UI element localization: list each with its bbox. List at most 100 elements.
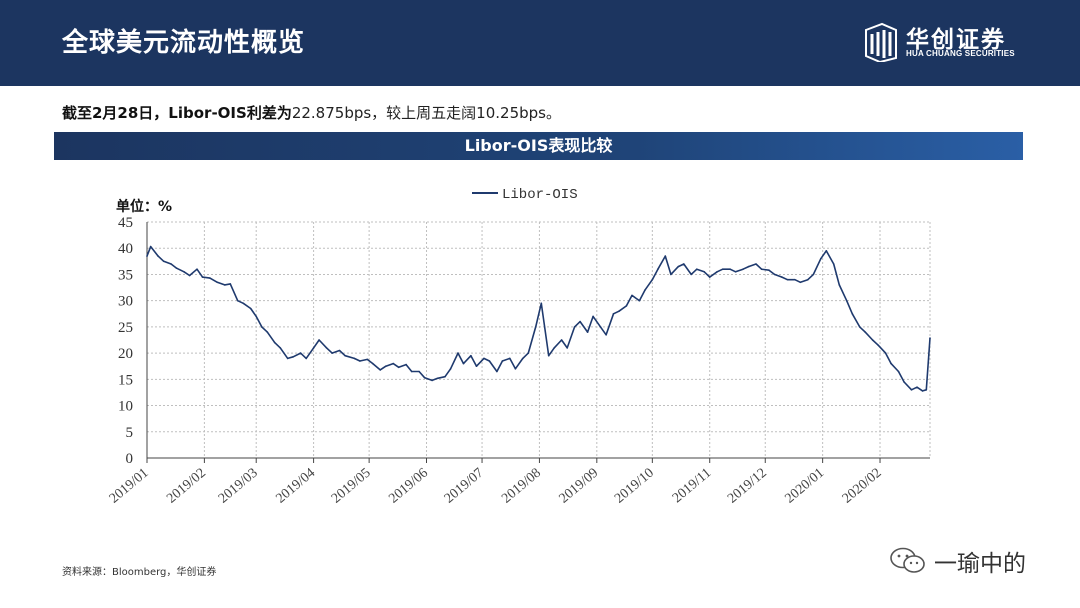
data-point [261, 326, 263, 328]
data-point [527, 352, 530, 354]
data-point [266, 331, 269, 333]
data-point [825, 250, 828, 252]
data-point [488, 360, 491, 362]
data-point [255, 315, 257, 318]
data-point [781, 276, 783, 278]
x-tick-label: 2019/04 [273, 466, 318, 507]
data-point [657, 268, 659, 270]
data-point [410, 370, 413, 373]
data-point [721, 268, 724, 270]
section-title: Libor-OIS表现比较 [464, 136, 613, 155]
x-tick-label: 2019/01 [107, 466, 152, 507]
x-tick-label: 2019/10 [612, 466, 657, 507]
data-point [366, 358, 369, 361]
data-point [372, 362, 374, 365]
data-point [742, 268, 744, 270]
data-point [864, 331, 866, 333]
data-point [716, 271, 718, 273]
data-point [625, 305, 628, 307]
data-point [794, 278, 796, 281]
x-tick-label: 2020/01 [782, 466, 827, 507]
x-tick-label: 2019/02 [164, 466, 209, 507]
data-point [664, 255, 667, 257]
data-point [236, 299, 239, 302]
data-point [773, 273, 776, 276]
data-point [418, 370, 420, 373]
data-point [175, 267, 178, 269]
logo-text-cn: 华创证券 [906, 27, 1006, 53]
data-point [903, 381, 905, 383]
page-title: 全球美元流动性概览 [62, 28, 306, 58]
data-point [223, 284, 226, 286]
section-bar: Libor-OIS表现比较 [54, 132, 1023, 160]
data-point [457, 352, 459, 354]
summary-bold: 截至2月28日，Libor-OIS利差为 [62, 104, 292, 122]
summary-text: 截至2月28日，Libor-OIS利差为22.875bps，较上周五走阔10.2… [62, 102, 561, 123]
data-point [522, 357, 524, 360]
company-logo: 华创证券 HUA CHUANG SECURITIES [864, 20, 1024, 66]
data-point [838, 284, 841, 286]
data-point [631, 294, 633, 297]
data-point [183, 271, 185, 273]
source-note: 资料来源：Bloomberg，华创证券 [62, 567, 217, 578]
y-tick-label: 15 [118, 372, 133, 388]
data-point [832, 263, 835, 265]
x-tick-label: 2019/11 [670, 466, 714, 507]
data-point [573, 326, 576, 328]
data-point [925, 389, 928, 391]
data-point [501, 360, 504, 362]
x-tick-label: 2019/09 [557, 466, 602, 507]
data-point [444, 375, 446, 378]
data-point [483, 357, 485, 360]
data-point [547, 354, 550, 357]
data-point [566, 347, 568, 349]
data-point [305, 357, 307, 360]
data-point [670, 273, 672, 276]
data-point [405, 363, 407, 366]
data-point [729, 268, 731, 270]
y-tick-label: 0 [126, 451, 134, 467]
data-point [812, 273, 815, 276]
data-point [449, 368, 452, 370]
data-point [586, 331, 589, 333]
data-point [392, 362, 395, 365]
data-point [286, 357, 289, 360]
data-point [170, 263, 172, 265]
data-point [325, 347, 328, 349]
data-point [703, 271, 705, 273]
data-point [916, 386, 918, 388]
data-point [273, 341, 276, 344]
data-point [540, 302, 543, 305]
data-point [431, 379, 433, 382]
data-point [514, 368, 517, 370]
data-point [196, 268, 198, 270]
data-point [279, 347, 282, 349]
x-tick-label: 2019/07 [442, 466, 487, 507]
data-point [599, 326, 602, 328]
x-tick-label: 2019/03 [216, 466, 261, 507]
y-tick-label: 30 [118, 294, 133, 310]
x-tick-label: 2019/08 [499, 466, 544, 507]
data-point [592, 315, 594, 318]
data-point [331, 352, 333, 354]
data-point [618, 310, 620, 312]
data-point [201, 276, 204, 278]
data-point [209, 277, 211, 279]
data-point [149, 245, 152, 248]
data-point [807, 278, 809, 281]
data-point [470, 354, 472, 357]
data-point [921, 390, 924, 392]
data-point [638, 299, 641, 302]
data-point [890, 362, 892, 365]
x-tick-label: 2020/02 [840, 466, 885, 507]
data-point [747, 265, 750, 268]
data-point [696, 268, 698, 270]
data-point [612, 313, 615, 315]
data-point [496, 370, 498, 373]
logo-mark-icon [865, 22, 897, 62]
data-point [312, 347, 315, 349]
y-tick-label: 35 [118, 267, 133, 283]
wechat-icon [890, 547, 925, 573]
data-point [605, 334, 607, 336]
data-point [690, 273, 692, 276]
